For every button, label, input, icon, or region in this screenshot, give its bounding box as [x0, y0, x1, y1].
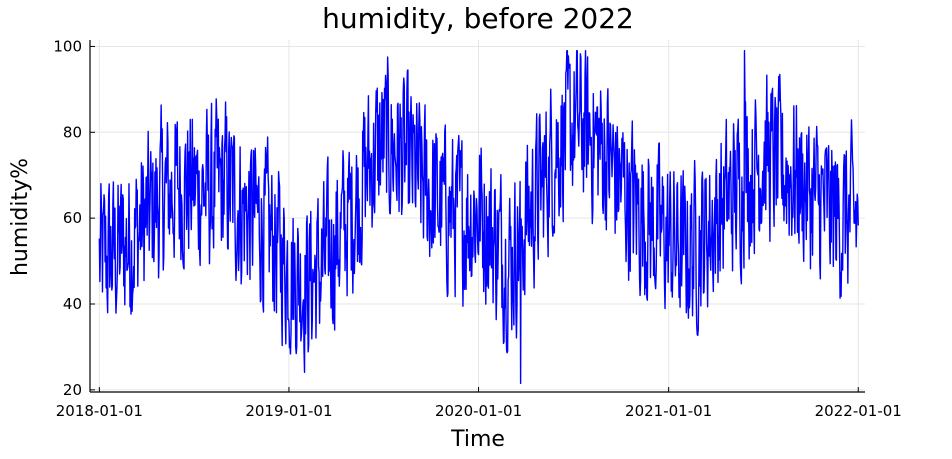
y-tick-label: 100 [53, 37, 82, 55]
x-tick-label: 2019-01-01 [245, 402, 332, 420]
y-tick-label: 80 [63, 123, 82, 141]
x-axis-label: Time [450, 427, 505, 452]
y-axis-label: humidity% [8, 158, 33, 276]
x-tick-label: 2018-01-01 [56, 402, 143, 420]
x-tick-label: 2020-01-01 [435, 402, 522, 420]
axes: 20 40 60 80 100 2018-01-01 2019-01-01 2020-01-0… [53, 37, 901, 420]
y-tick-label: 20 [63, 381, 82, 399]
x-tick-label: 2021-01-01 [625, 402, 712, 420]
series-layer [98, 50, 859, 385]
chart-title: humidity, before 2022 [322, 2, 634, 35]
series-line-humidity [98, 50, 859, 385]
x-tick-label: 2022-01-01 [815, 402, 902, 420]
y-tick-label: 40 [63, 295, 82, 313]
y-tick-label: 60 [63, 209, 82, 227]
